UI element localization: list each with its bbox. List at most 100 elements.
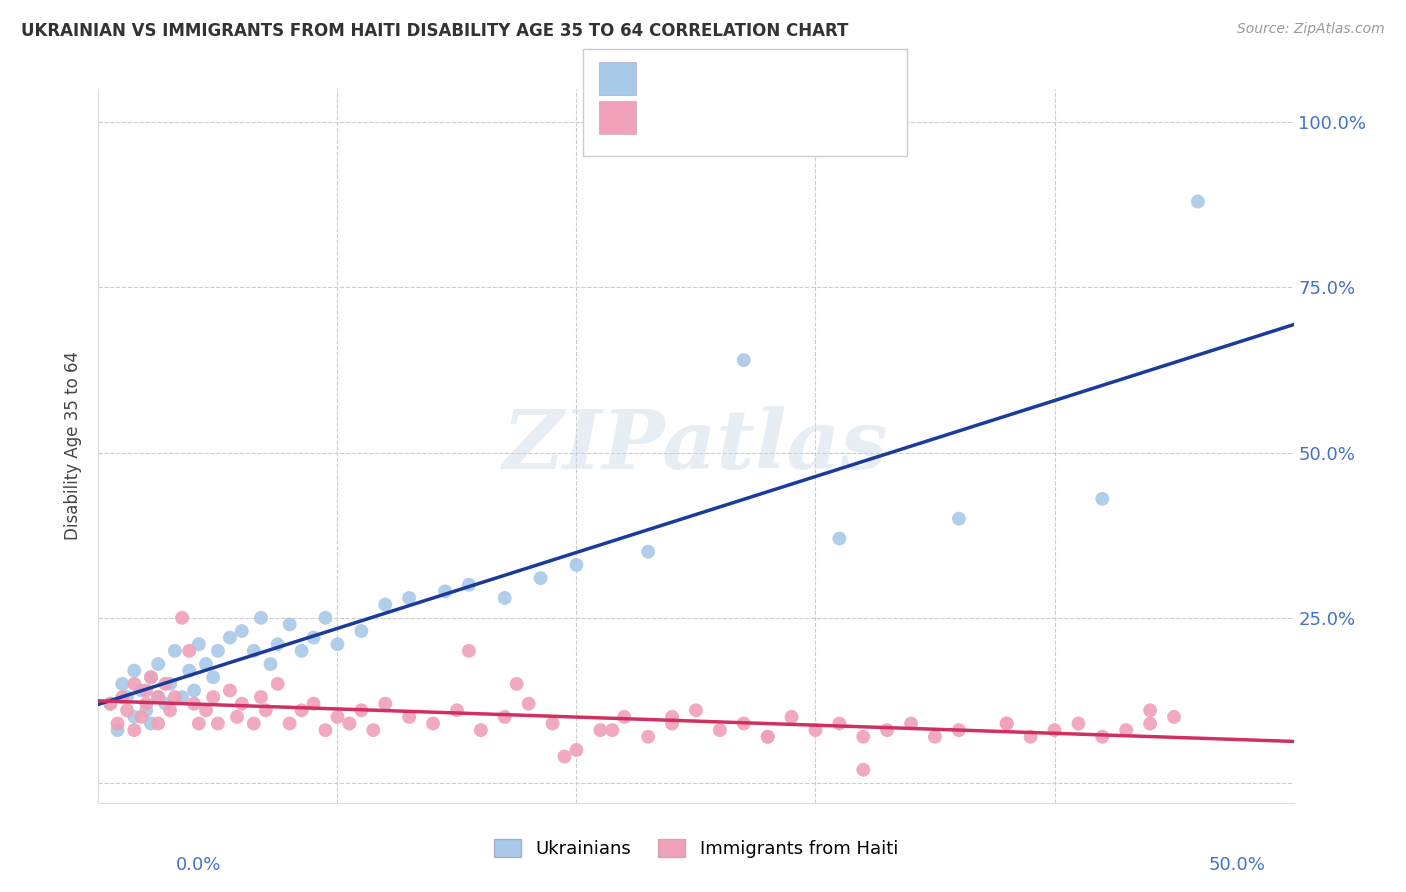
Point <box>135 683 157 698</box>
Point <box>267 677 290 691</box>
Point <box>148 690 170 704</box>
Point <box>315 611 337 625</box>
Point <box>187 716 209 731</box>
Point <box>733 353 755 368</box>
Point <box>172 611 194 625</box>
Point <box>115 703 138 717</box>
Point <box>131 710 153 724</box>
Point <box>202 690 225 704</box>
Text: 47: 47 <box>806 70 831 88</box>
Point <box>709 723 731 738</box>
Point <box>172 690 194 704</box>
Point <box>155 697 177 711</box>
Point <box>589 723 612 738</box>
Point <box>924 730 946 744</box>
Point <box>219 631 242 645</box>
Point <box>756 730 779 744</box>
Point <box>1139 703 1161 717</box>
Point <box>1115 723 1137 738</box>
Point <box>602 723 624 738</box>
Point <box>995 716 1018 731</box>
Point <box>565 558 588 572</box>
Point <box>541 716 564 731</box>
Text: -0.071: -0.071 <box>686 108 751 127</box>
Point <box>470 723 492 738</box>
Point <box>1043 723 1066 738</box>
Point <box>506 677 529 691</box>
Point <box>278 716 301 731</box>
Point <box>267 637 290 651</box>
Point <box>139 670 162 684</box>
Point <box>398 710 420 724</box>
Point <box>291 644 314 658</box>
Point <box>207 716 229 731</box>
Text: N =: N = <box>759 70 799 88</box>
Point <box>565 743 588 757</box>
Point <box>374 697 396 711</box>
Point <box>852 763 875 777</box>
Point <box>139 670 162 684</box>
Point <box>434 584 457 599</box>
Point <box>661 710 683 724</box>
Point <box>187 637 209 651</box>
Point <box>350 624 373 638</box>
Text: 0.0%: 0.0% <box>176 856 221 874</box>
Point <box>183 683 205 698</box>
Point <box>852 730 875 744</box>
Point <box>159 703 181 717</box>
Text: R =: R = <box>640 108 679 127</box>
Point <box>254 703 277 717</box>
Point <box>250 611 273 625</box>
Point <box>828 532 851 546</box>
Point <box>115 690 138 704</box>
Text: 79: 79 <box>806 108 831 127</box>
Point <box>124 710 146 724</box>
Point <box>326 637 349 651</box>
Point <box>98 697 122 711</box>
Point <box>804 723 827 738</box>
Point <box>458 644 481 658</box>
Point <box>195 703 218 717</box>
Point <box>494 710 516 724</box>
Point <box>111 677 134 691</box>
Point <box>243 716 266 731</box>
Point <box>183 697 205 711</box>
Point <box>207 644 229 658</box>
Point <box>231 697 253 711</box>
Point <box>124 664 146 678</box>
Point <box>195 657 218 671</box>
Point <box>163 644 186 658</box>
Point <box>613 710 636 724</box>
Point <box>1019 730 1042 744</box>
Y-axis label: Disability Age 35 to 64: Disability Age 35 to 64 <box>65 351 83 541</box>
Point <box>1139 716 1161 731</box>
Point <box>637 730 659 744</box>
Point <box>231 624 253 638</box>
Text: R =: R = <box>640 70 679 88</box>
Point <box>226 710 249 724</box>
Point <box>900 716 922 731</box>
Point <box>637 545 659 559</box>
Point <box>458 578 481 592</box>
Point <box>179 644 201 658</box>
Point <box>995 716 1018 731</box>
Point <box>124 723 146 738</box>
Point <box>948 511 970 525</box>
Point <box>661 716 683 731</box>
Point <box>374 598 396 612</box>
Point <box>219 683 242 698</box>
Point <box>135 703 157 717</box>
Point <box>250 690 273 704</box>
Point <box>148 657 170 671</box>
Point <box>202 670 225 684</box>
Point <box>278 617 301 632</box>
Point <box>876 723 898 738</box>
Text: Source: ZipAtlas.com: Source: ZipAtlas.com <box>1237 22 1385 37</box>
Point <box>363 723 385 738</box>
Point <box>291 703 314 717</box>
Text: N =: N = <box>759 108 799 127</box>
Point <box>155 677 177 691</box>
Point <box>107 723 129 738</box>
Point <box>179 664 201 678</box>
Point <box>111 690 134 704</box>
